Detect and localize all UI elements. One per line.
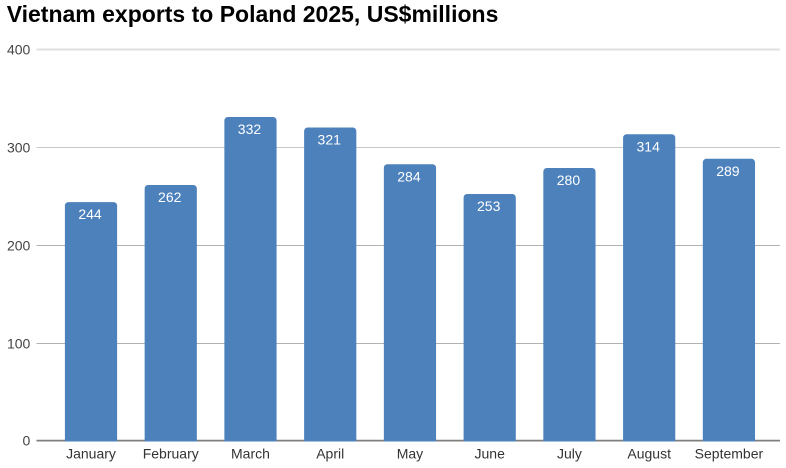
svg-text:Vietnam exports to Poland 2025: Vietnam exports to Poland 2025, US$milli… bbox=[7, 1, 499, 27]
svg-text:January: January bbox=[66, 446, 116, 462]
svg-text:July: July bbox=[557, 446, 582, 462]
svg-text:May: May bbox=[397, 446, 423, 462]
svg-text:April: April bbox=[316, 446, 344, 462]
svg-text:August: August bbox=[627, 446, 671, 462]
svg-text:100: 100 bbox=[7, 335, 31, 351]
svg-text:332: 332 bbox=[238, 121, 262, 137]
svg-text:289: 289 bbox=[716, 163, 740, 179]
svg-text:September: September bbox=[695, 446, 764, 462]
svg-text:244: 244 bbox=[78, 206, 102, 222]
svg-text:262: 262 bbox=[158, 189, 182, 205]
svg-text:February: February bbox=[143, 446, 199, 462]
svg-text:June: June bbox=[475, 446, 506, 462]
svg-text:0: 0 bbox=[23, 433, 31, 449]
svg-text:284: 284 bbox=[397, 168, 421, 184]
svg-text:400: 400 bbox=[7, 41, 31, 57]
svg-text:280: 280 bbox=[557, 172, 581, 188]
svg-text:300: 300 bbox=[7, 139, 31, 155]
svg-text:314: 314 bbox=[637, 138, 661, 154]
svg-text:March: March bbox=[231, 446, 270, 462]
svg-text:253: 253 bbox=[477, 198, 501, 214]
svg-text:200: 200 bbox=[7, 237, 31, 253]
svg-text:321: 321 bbox=[318, 132, 342, 148]
